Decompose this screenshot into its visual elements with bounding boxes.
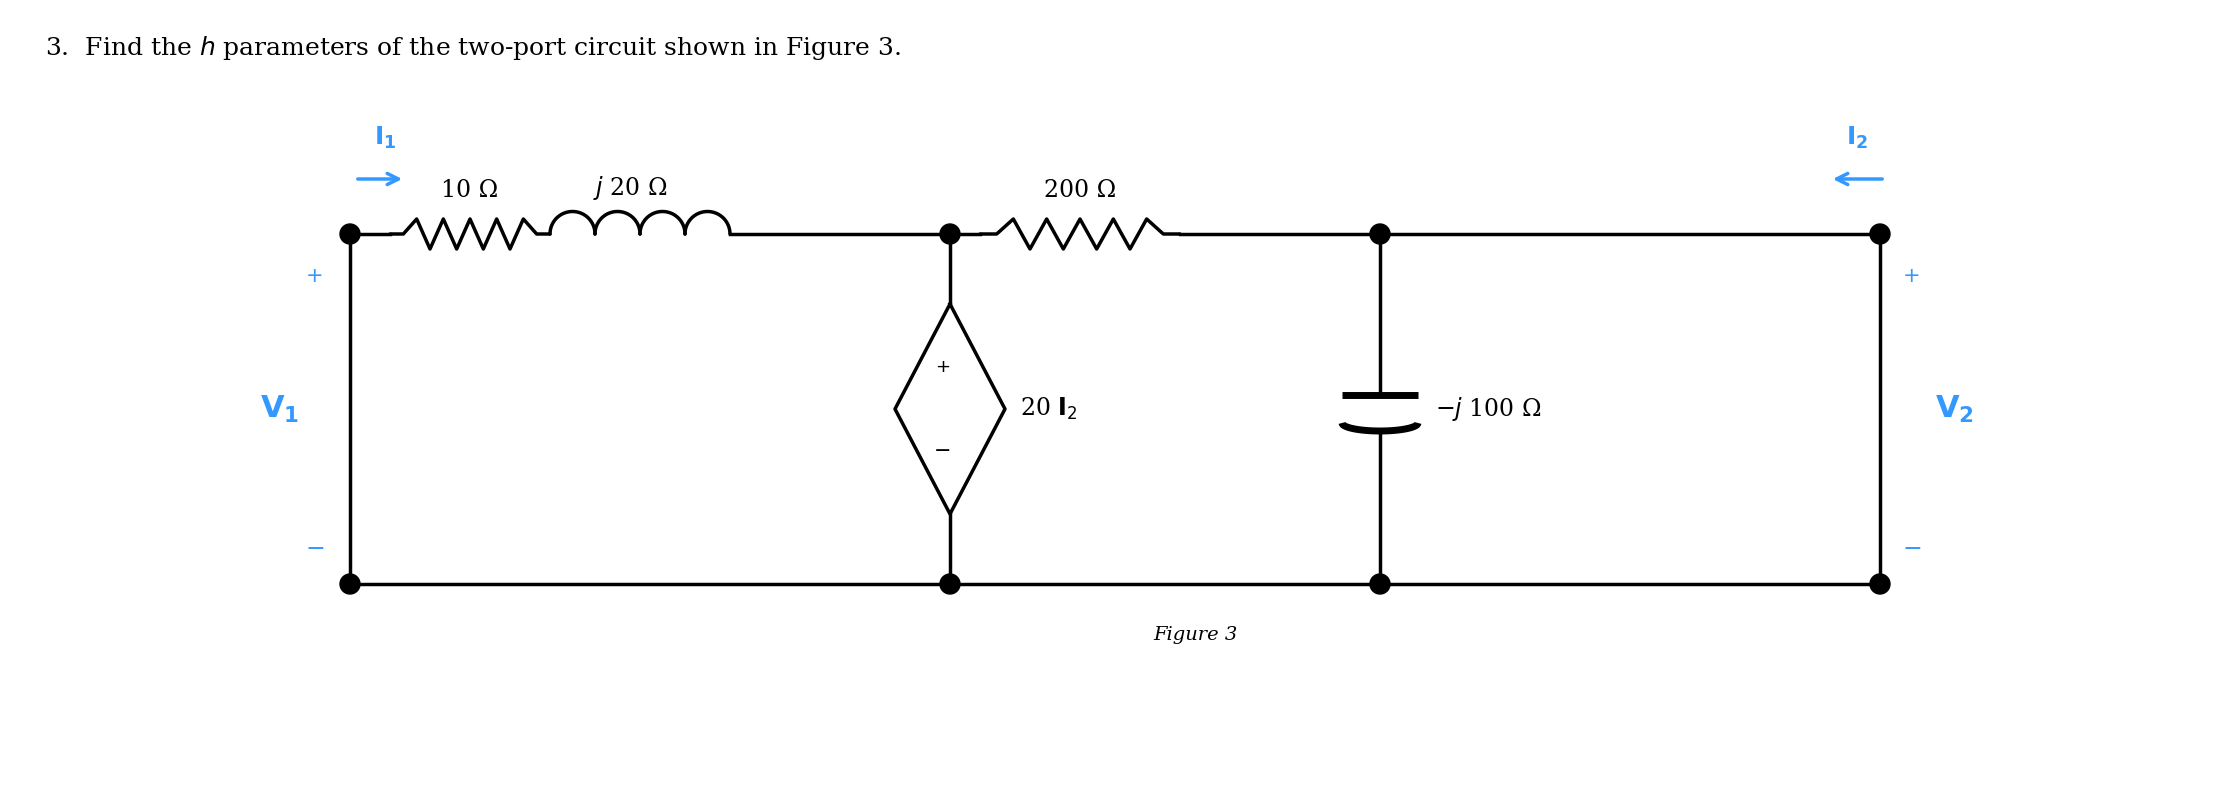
Circle shape — [940, 574, 960, 594]
Text: $\mathbf{V_1}$: $\mathbf{V_1}$ — [260, 394, 300, 425]
Text: −: − — [1902, 537, 1922, 561]
Text: +: + — [1902, 266, 1920, 286]
Circle shape — [340, 224, 360, 244]
Text: $\mathbf{I_2}$: $\mathbf{I_2}$ — [1846, 125, 1869, 151]
Text: 20 $\mathbf{I}_2$: 20 $\mathbf{I}_2$ — [1021, 396, 1076, 422]
Text: 3.  Find the $h$ parameters of the two-port circuit shown in Figure 3.: 3. Find the $h$ parameters of the two-po… — [45, 34, 902, 62]
Text: $\mathbf{I_1}$: $\mathbf{I_1}$ — [374, 125, 396, 151]
Text: −: − — [304, 537, 325, 561]
Circle shape — [340, 574, 360, 594]
Text: +: + — [307, 266, 325, 286]
Circle shape — [1370, 574, 1390, 594]
Text: 10 Ω: 10 Ω — [441, 179, 499, 202]
Text: −: − — [933, 441, 951, 461]
Circle shape — [1871, 224, 1891, 244]
Circle shape — [940, 224, 960, 244]
Circle shape — [1370, 224, 1390, 244]
Text: $\mathbf{V_2}$: $\mathbf{V_2}$ — [1936, 394, 1974, 425]
Text: $j$ 20 Ω: $j$ 20 Ω — [593, 174, 667, 202]
Text: 200 Ω: 200 Ω — [1043, 179, 1117, 202]
Circle shape — [1871, 574, 1891, 594]
Text: Figure 3: Figure 3 — [1153, 626, 1238, 644]
Text: $-j$ 100 Ω: $-j$ 100 Ω — [1435, 395, 1542, 423]
Text: +: + — [935, 358, 951, 376]
